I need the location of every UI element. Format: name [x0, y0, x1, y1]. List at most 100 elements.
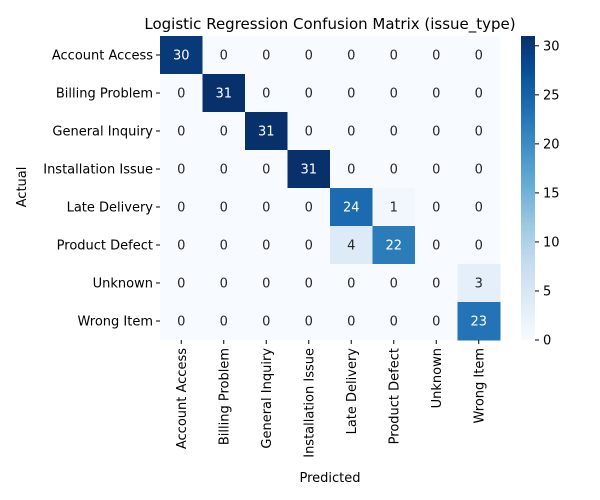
colorbar-tick-label: 5 — [543, 284, 551, 299]
x-tick-label: Wrong Item — [472, 348, 487, 424]
cell-value-label: 0 — [475, 201, 483, 216]
cell-value-label: 0 — [390, 125, 398, 140]
heatmap-cell — [245, 112, 288, 151]
cell-value-label: 0 — [432, 125, 440, 140]
heatmap-cell — [287, 36, 331, 75]
cell-value-label: 0 — [475, 163, 483, 178]
x-tick-label: Unknown — [430, 348, 445, 408]
heatmap-cell — [160, 188, 203, 227]
heatmap-cell — [160, 150, 203, 189]
heatmap-cell — [330, 150, 373, 189]
y-tick-label: Late Delivery — [67, 201, 154, 216]
x-tick-label: Billing Problem — [217, 348, 232, 445]
heatmap-cell — [160, 36, 203, 75]
heatmap-cell — [330, 112, 373, 151]
heatmap-cell — [287, 302, 331, 341]
heatmap-cell — [415, 226, 458, 265]
heatmap-cell — [245, 150, 288, 189]
heatmap-cells — [160, 36, 501, 341]
x-tick-label: Installation Issue — [302, 348, 317, 458]
cell-value-label: 0 — [347, 277, 355, 292]
heatmap-cell — [415, 150, 458, 189]
heatmap-cell — [287, 112, 331, 151]
colorbar-tick-label: 20 — [543, 137, 560, 152]
heatmap-cell-labels: 30 0 0 0 0 0 0 00 31 0 0 0 0 0 00 0 31 0 0 0 0 00 0 0 31 0 0 0 00 0 0 0… — [173, 49, 487, 330]
heatmap-cell — [372, 264, 416, 303]
heatmap-cell — [372, 36, 416, 75]
cell-value-label: 22 — [385, 239, 402, 254]
cell-value-label: 0 — [475, 87, 483, 102]
heatmap-cell — [287, 226, 331, 265]
cell-value-label: 31 — [215, 87, 232, 102]
colorbar-tick-label: 0 — [543, 334, 551, 349]
heatmap-cell — [415, 74, 458, 113]
cell-value-label: 0 — [390, 163, 398, 178]
cell-value-label: 0 — [475, 49, 483, 64]
cell-value-label: 0 — [305, 201, 313, 216]
heatmap-cell — [372, 150, 416, 189]
colorbar-tick-label: 15 — [543, 186, 560, 201]
heatmap-cell — [330, 302, 373, 341]
cell-value-label: 0 — [347, 49, 355, 64]
heatmap-cell — [202, 188, 246, 227]
heatmap-cell — [330, 264, 373, 303]
heatmap-cell — [457, 302, 501, 341]
heatmap-cell — [372, 112, 416, 151]
cell-value-label: 4 — [347, 239, 355, 254]
heatmap-cell — [457, 36, 501, 75]
heatmap-cell — [330, 188, 373, 227]
cell-value-label: 0 — [305, 87, 313, 102]
heatmap-cell — [245, 302, 288, 341]
cell-value-label: 0 — [475, 125, 483, 140]
cell-value-label: 0 — [262, 315, 270, 330]
heatmap-cell — [287, 188, 331, 227]
heatmap-cell — [415, 188, 458, 227]
heatmap-cell — [457, 264, 501, 303]
heatmap-cell — [330, 36, 373, 75]
heatmap-cell — [415, 112, 458, 151]
cell-value-label: 0 — [177, 163, 185, 178]
cell-value-label: 0 — [220, 239, 228, 254]
cell-value-label: 0 — [262, 239, 270, 254]
cell-value-label: 0 — [177, 125, 185, 140]
heatmap-cell — [457, 112, 501, 151]
cell-value-label: 0 — [262, 163, 270, 178]
cell-value-label: 0 — [390, 277, 398, 292]
heatmap-cell — [372, 226, 416, 265]
heatmap-cell — [245, 226, 288, 265]
cell-value-label: 0 — [262, 87, 270, 102]
cell-value-label: 24 — [343, 201, 360, 216]
heatmap-cell — [372, 188, 416, 227]
cell-value-label: 0 — [262, 277, 270, 292]
cell-value-label: 0 — [177, 87, 185, 102]
colorbar-tick-label: 25 — [543, 88, 560, 103]
cell-value-label: 0 — [305, 239, 313, 254]
cell-value-label: 23 — [470, 315, 487, 330]
colorbar — [521, 36, 535, 340]
cell-value-label: 0 — [220, 49, 228, 64]
cell-value-label: 0 — [305, 277, 313, 292]
cell-value-label: 0 — [220, 163, 228, 178]
cell-value-label: 0 — [432, 315, 440, 330]
cell-value-label: 1 — [390, 201, 398, 216]
heatmap-cell — [415, 264, 458, 303]
cell-value-label: 0 — [220, 125, 228, 140]
cell-value-label: 0 — [220, 201, 228, 216]
x-tick-label: General Inquiry — [260, 348, 275, 449]
heatmap-cell — [160, 264, 203, 303]
cell-value-label: 0 — [305, 49, 313, 64]
cell-value-label: 0 — [432, 277, 440, 292]
heatmap-cell — [330, 74, 373, 113]
heatmap-cell — [245, 74, 288, 113]
cell-value-label: 0 — [347, 125, 355, 140]
heatmap-cell — [160, 302, 203, 341]
cell-value-label: 0 — [305, 125, 313, 140]
heatmap-cell — [457, 74, 501, 113]
heatmap-cell — [202, 112, 246, 151]
cell-value-label: 0 — [390, 49, 398, 64]
heatmap-cell — [245, 264, 288, 303]
y-tick-label: Account Access — [52, 49, 153, 64]
heatmap-cell — [457, 226, 501, 265]
heatmap-cell — [372, 302, 416, 341]
